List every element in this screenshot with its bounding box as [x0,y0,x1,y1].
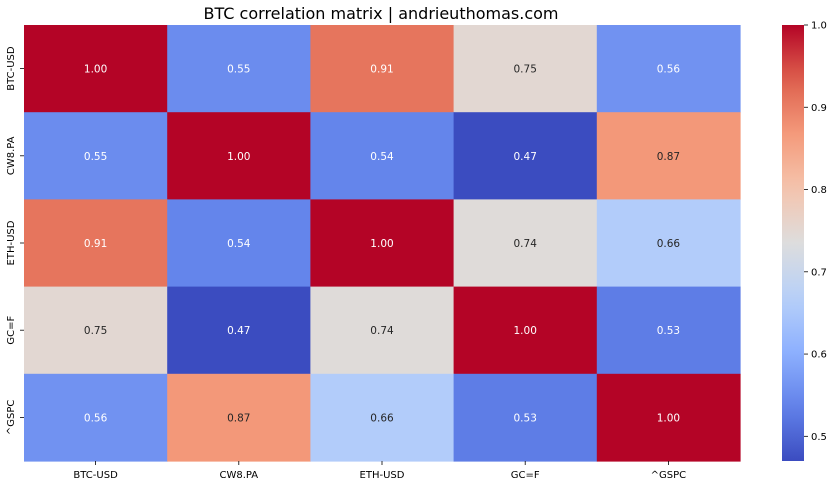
heatmap-cell-1-2 [310,112,455,200]
cell-label-2-4: 0.66 [657,238,681,250]
cell-label-1-1: 1.00 [227,151,250,163]
cell-label-3-2: 0.74 [370,325,394,337]
heatmap-cell-2-4 [596,199,741,288]
colorbar-tick-label-0: 0.5 [811,432,827,443]
y-tick-label-4: ^GSPC [6,400,17,436]
y-tick-label-0: BTC-USD [6,46,17,91]
heatmap-cell-2-2 [310,199,455,288]
heatmap-cell-1-3 [453,112,598,200]
cell-label-4-0: 0.56 [84,412,108,424]
colorbar-tick-label-4: 0.9 [811,103,827,114]
cell-label-3-0: 0.75 [84,325,107,337]
y-tick-label-1: CW8.PA [6,136,17,175]
y-axis: BTC-USD CW8.PA ETH-USD GC=F ^GSPC [6,46,24,435]
cell-label-0-0: 1.00 [84,64,107,76]
heatmap-cell-3-1 [167,286,311,375]
heatmap-cell-2-0 [24,199,168,288]
cell-label-0-3: 0.75 [514,64,537,76]
heatmap-cell-3-0 [24,286,168,375]
cell-label-2-2: 1.00 [370,238,393,250]
heatmap-cell-1-1 [167,112,311,200]
colorbar-tick-label-1: 0.6 [811,350,827,361]
heatmap-cell-3-4 [596,286,741,375]
cell-label-0-1: 0.55 [227,64,250,76]
cell-label-1-0: 0.55 [84,151,107,163]
cell-label-4-2: 0.66 [370,412,394,424]
cell-label-3-1: 0.47 [227,325,250,337]
x-tick-label-0: BTC-USD [73,470,118,481]
x-axis: BTC-USD CW8.PA ETH-USD GC=F ^GSPC [73,461,686,481]
x-tick-label-3: GC=F [511,470,540,481]
cell-label-0-4: 0.56 [657,64,681,76]
heatmap-cell-4-2 [310,373,455,462]
x-tick-label-1: CW8.PA [219,470,258,481]
cell-label-3-4: 0.53 [657,325,680,337]
cell-label-3-3: 1.00 [514,325,537,337]
heatmap-cell-1-4 [596,112,741,200]
colorbar-tick-label-5: 1.0 [811,21,827,32]
heatmap-cell-0-3 [453,25,598,113]
heatmap-cell-3-3 [453,286,598,375]
cell-label-4-4: 1.00 [657,412,680,424]
cell-label-2-1: 0.54 [227,238,251,250]
x-tick-label-2: ETH-USD [360,470,405,481]
heatmap-cell-4-4 [596,373,741,462]
cell-label-1-3: 0.47 [514,151,537,163]
heatmap-cell-0-0 [24,25,168,113]
cell-label-1-4: 0.87 [657,151,680,163]
colorbar: 0.5 0.6 0.7 0.8 0.9 1.0 [782,21,827,461]
heatmap-cell-1-0 [24,112,168,200]
cell-label-2-3: 0.74 [514,238,538,250]
chart-title: BTC correlation matrix | andrieuthomas.c… [203,4,558,23]
heatmap-cell-3-2 [310,286,455,375]
cell-label-4-3: 0.53 [514,412,537,424]
y-tick-label-2: ETH-USD [6,220,17,265]
cell-label-2-0: 0.91 [84,238,107,250]
heatmap-cell-4-1 [167,373,311,462]
cell-label-1-2: 0.54 [370,151,394,163]
y-tick-label-3: GC=F [6,316,17,345]
heatmap-cell-2-3 [453,199,598,288]
cell-label-4-1: 0.87 [227,412,250,424]
heatmap-cell-4-3 [453,373,598,462]
heatmap-cell-4-0 [24,373,168,462]
colorbar-tick-label-3: 0.8 [811,185,827,196]
cell-annotations: 1.00 0.55 0.91 0.75 0.56 0.55 1.00 0.54 0.47 0.87… [84,64,680,425]
heatmap-cell-0-2 [310,25,455,113]
heatmap-cell-2-1 [167,199,311,288]
heatmap-cells [24,25,741,462]
x-tick-label-4: ^GSPC [651,470,687,481]
colorbar-gradient [782,25,804,461]
colorbar-tick-label-2: 0.7 [811,267,827,278]
cell-label-0-2: 0.91 [370,64,393,76]
heatmap-cell-0-4 [596,25,741,113]
heatmap-cell-0-1 [167,25,311,113]
